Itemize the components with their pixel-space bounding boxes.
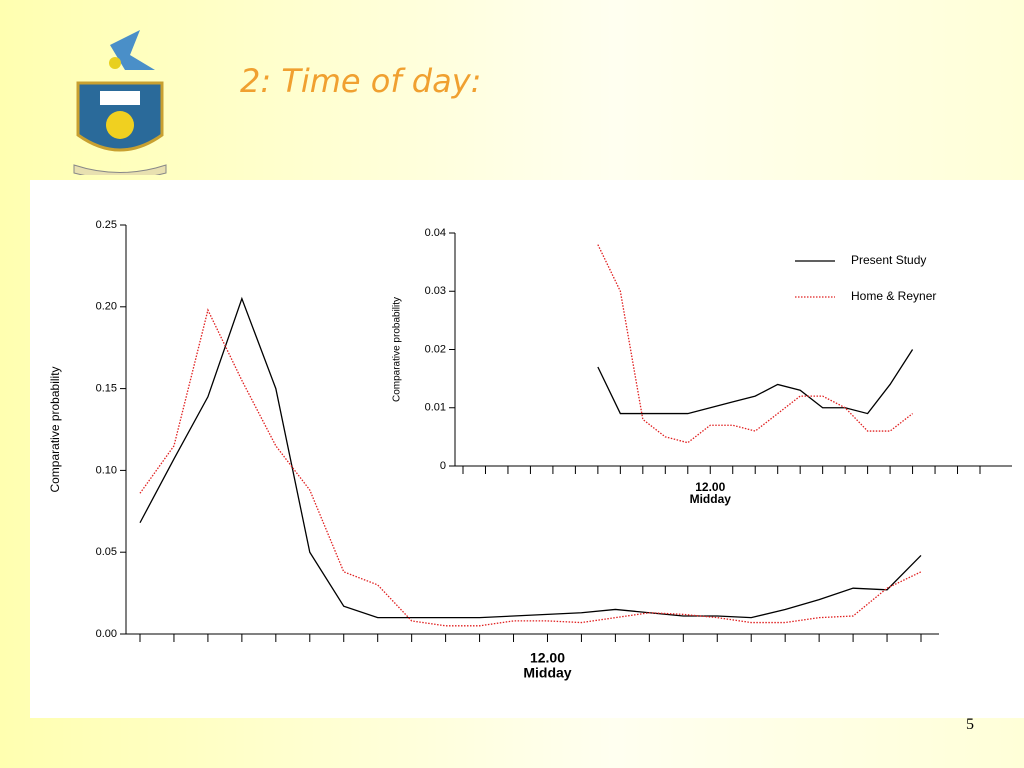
y-tick-label: 0.10 (96, 464, 117, 476)
y-tick-label: 0.05 (96, 546, 117, 558)
y-tick-label: 0.15 (96, 383, 117, 395)
y-label: Comparative probability (392, 297, 403, 402)
series-line (139, 296, 922, 619)
chart: 0.000.050.100.150.200.2512.00MiddayCompa… (30, 180, 1024, 718)
y-tick-label: 0.02 (425, 343, 446, 355)
y-tick-label: 0.25 (96, 219, 117, 231)
page-number: 5 (966, 716, 974, 733)
y-tick-label: 0.20 (96, 301, 117, 313)
logo (73, 30, 167, 175)
slide-title: 2: Time of day: (240, 62, 482, 100)
y-tick-label: 0.01 (425, 402, 446, 414)
y-tick-label: 0.04 (425, 227, 446, 239)
x-tick-label: 12.00 (530, 650, 565, 666)
series-line (139, 308, 922, 627)
y-tick-label: 0 (440, 460, 446, 472)
y-label: Comparative probability (48, 366, 62, 492)
x-label: Midday (523, 665, 571, 681)
x-tick-label: 12.00 (695, 480, 725, 494)
series-line (597, 349, 914, 415)
y-tick-label: 0.03 (425, 285, 446, 297)
legend-label: Present Study (851, 253, 926, 267)
x-label: Midday (690, 492, 732, 506)
legend-label: Home & Reyner (851, 289, 936, 303)
y-tick-label: 0.00 (96, 628, 117, 640)
